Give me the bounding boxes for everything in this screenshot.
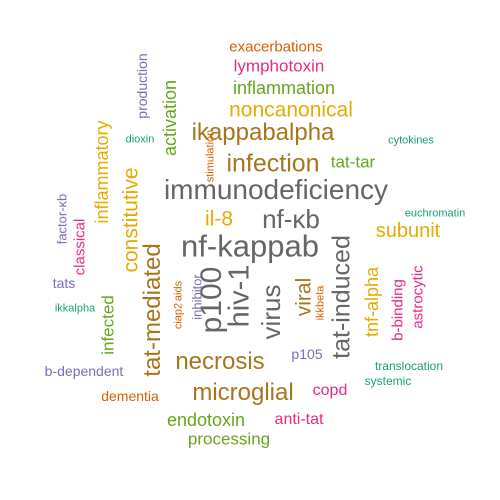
cloud-word-ikappabalpha: ikappabalpha <box>191 119 335 146</box>
cloud-word-tats: tats <box>52 275 76 291</box>
cloud-word-inhibitor: inhibitor <box>189 274 205 320</box>
cloud-word-tat-induced: tat-induced <box>327 235 356 359</box>
cloud-word-ikkbeta: ikkbeta <box>314 285 327 321</box>
cloud-word-classical: classical <box>71 218 89 276</box>
cloud-word-activation: activation <box>160 79 180 157</box>
cloud-word-cytokines: cytokines <box>388 134 434 147</box>
cloud-word-factor-b: factor-κb <box>54 193 70 245</box>
cloud-word-astrocytic: astrocytic <box>409 265 427 329</box>
cloud-word-ikkalpha: ikkalpha <box>54 302 96 315</box>
cloud-word-noncanonical: noncanonical <box>229 98 353 122</box>
cloud-word-production: production <box>134 53 150 119</box>
cloud-word-infection: infection <box>226 149 320 178</box>
cloud-word-constitutive: constitutive <box>119 167 143 273</box>
cloud-word-il-8: il-8 <box>204 207 234 231</box>
cloud-word-euchromatin: euchromatin <box>404 207 466 220</box>
cloud-word-endotoxin: endotoxin <box>166 410 246 430</box>
cloud-word-b-binding: b-binding <box>389 279 407 341</box>
cloud-word-hiv-1: hiv-1 <box>223 264 256 328</box>
cloud-word-necrosis: necrosis <box>175 348 265 375</box>
cloud-word-nf-b: nf-κb <box>262 204 320 234</box>
cloud-word-exacerbations: exacerbations <box>229 38 323 56</box>
cloud-word-p105: p105 <box>291 346 323 362</box>
cloud-word-stimulation: stimulation <box>204 129 217 183</box>
cloud-word-immunodeficiency: immunodeficiency <box>163 174 389 205</box>
cloud-word-translocation: translocation <box>374 359 444 373</box>
cloud-word-viral: viral <box>292 277 316 317</box>
cloud-word-processing: processing <box>187 429 271 449</box>
cloud-word-anti-tat: anti-tat <box>274 411 324 428</box>
cloud-word-copd: copd <box>312 382 348 399</box>
cloud-word-tnf-alpha: tnf-alpha <box>362 266 382 338</box>
cloud-word-dementia: dementia <box>101 388 159 404</box>
cloud-word-nf-kappab: nf-kappab <box>181 228 319 264</box>
cloud-word-lymphotoxin: lymphotoxin <box>233 56 325 76</box>
cloud-word-microglial: microglial <box>192 379 294 406</box>
cloud-word-aids: aids <box>172 280 185 302</box>
cloud-word-infected: infected <box>98 295 118 355</box>
cloud-word-subunit: subunit <box>375 220 441 242</box>
cloud-word-systemic: systemic <box>364 374 412 388</box>
cloud-word-tat-tar: tat-tar <box>330 152 376 172</box>
cloud-word-inflammatory: inflammatory <box>92 120 112 224</box>
cloud-word-b-dependent: b-dependent <box>44 363 124 379</box>
cloud-word-virus: virus <box>256 284 286 340</box>
cloud-word-dioxin: dioxin <box>125 133 155 146</box>
cloud-word-ciap2: ciap2 <box>172 302 185 330</box>
cloud-word-tat-mediated: tat-mediated <box>139 243 166 377</box>
cloud-word-inflammation: inflammation <box>232 78 336 98</box>
